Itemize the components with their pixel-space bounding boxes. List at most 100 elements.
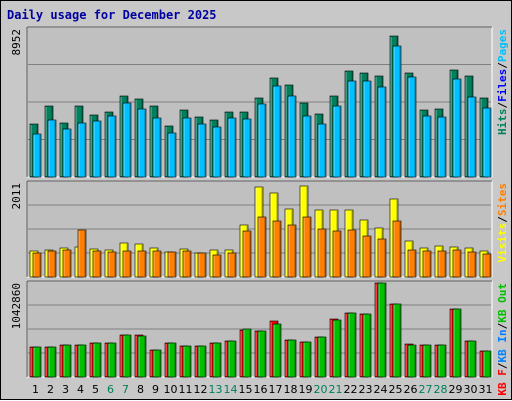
bar-sites-day-25	[392, 220, 402, 278]
bar-sites-day-18	[287, 224, 297, 278]
bar-pages-day-19	[302, 115, 312, 178]
bar-pages-day-30	[467, 96, 477, 178]
bar-sites-day-2	[47, 250, 57, 278]
bar-sites-day-26	[407, 249, 417, 278]
bar-pages-day-28	[437, 116, 447, 178]
legend-entry: Hits	[496, 109, 509, 136]
day-label: 3	[62, 383, 69, 396]
bar-sites-day-1	[32, 252, 42, 278]
bar-kb-out-day-20	[317, 336, 327, 378]
day-label: 25	[389, 383, 403, 396]
bar-sites-day-17	[272, 220, 282, 278]
bar-sites-day-28	[437, 250, 447, 278]
legend-entry: /	[496, 216, 509, 223]
legend-entry: KB Out	[496, 283, 509, 323]
bar-sites-day-23	[362, 235, 372, 278]
bar-kb-out-day-22	[347, 312, 357, 378]
day-label: 1	[32, 383, 39, 396]
day-label: 15	[239, 383, 253, 396]
day-label: 14	[224, 383, 238, 396]
day-label: 21	[329, 383, 343, 396]
bar-kb-out-day-7	[122, 334, 132, 378]
bar-sites-day-31	[482, 253, 492, 278]
day-label: 12	[194, 383, 208, 396]
bar-kb-out-day-26	[407, 344, 417, 378]
bar-kb-out-day-21	[332, 319, 342, 378]
bar-sites-day-6	[107, 251, 117, 278]
day-label: 26	[404, 383, 418, 396]
bar-pages-day-27	[422, 115, 432, 178]
day-label: 7	[122, 383, 129, 396]
bar-sites-day-5	[92, 250, 102, 278]
bar-kb-out-day-8	[137, 335, 147, 378]
day-label: 10	[164, 383, 178, 396]
bar-sites-day-16	[257, 216, 267, 278]
bar-pages-day-23	[362, 80, 372, 178]
bar-kb-out-day-6	[107, 342, 117, 378]
bar-kb-out-day-24	[377, 282, 387, 378]
bar-kb-out-day-4	[77, 344, 87, 378]
bar-sites-day-20	[317, 228, 327, 278]
bar-sites-day-9	[152, 250, 162, 278]
bar-kb-out-day-23	[362, 313, 372, 378]
bar-sites-day-13	[212, 254, 222, 278]
bar-pages-day-12	[197, 123, 207, 178]
bar-kb-out-day-3	[62, 344, 72, 378]
bar-pages-day-21	[332, 105, 342, 178]
day-label: 4	[77, 383, 84, 396]
bar-kb-out-day-29	[452, 308, 462, 378]
legend-usage: Hits/Files/Pages	[496, 29, 509, 135]
bar-kb-out-day-14	[227, 340, 237, 378]
legend-entry: /	[496, 62, 509, 69]
bar-pages-day-10	[167, 132, 177, 178]
bar-pages-day-16	[257, 103, 267, 178]
day-label: 28	[434, 383, 448, 396]
bar-sites-day-10	[167, 251, 177, 278]
bar-pages-day-6	[107, 115, 117, 178]
bar-kb-out-day-16	[257, 330, 267, 378]
day-label: 11	[179, 383, 193, 396]
legend-entry: Pages	[496, 29, 509, 62]
bar-pages-day-25	[392, 45, 402, 178]
legend-entry: KB F	[496, 369, 509, 396]
bar-pages-day-24	[377, 86, 387, 178]
bar-pages-day-1	[32, 133, 42, 178]
day-label: 8	[137, 383, 144, 396]
chart-title: Daily usage for December 2025	[7, 8, 217, 22]
bar-pages-day-13	[212, 126, 222, 178]
bar-pages-day-17	[272, 85, 282, 178]
legend-entry: /	[496, 102, 509, 109]
bar-pages-day-15	[242, 118, 252, 178]
bar-pages-day-11	[182, 117, 192, 178]
day-labels: 1 2 3 4 5 6 7 8 9 10 11 12 13 14 15 16 17 18 19 20 21 22 23 24 2…	[32, 383, 493, 396]
bar-pages-day-20	[317, 123, 327, 178]
legend-entry: /	[496, 322, 509, 329]
bar-kb-out-day-17	[272, 323, 282, 378]
day-label: 22	[344, 383, 358, 396]
bar-pages-day-31	[482, 107, 492, 178]
ymax-label-usage: 8952	[10, 29, 23, 56]
ymax-label-kbytes: 1042860	[10, 283, 23, 329]
chart-panels: 8952Hits/Files/Pages2011Visits/Sites1042…	[10, 26, 509, 396]
bar-sites-day-12	[197, 252, 207, 278]
bar-pages-day-14	[227, 117, 237, 178]
bar-kb-out-day-10	[167, 342, 177, 378]
bar-pages-day-18	[287, 95, 297, 178]
bar-kb-out-day-2	[47, 346, 57, 378]
bar-pages-day-8	[137, 108, 147, 178]
bar-pages-day-5	[92, 120, 102, 178]
bar-sites-day-4	[77, 229, 87, 278]
bar-sites-day-29	[452, 249, 462, 278]
bar-pages-day-3	[62, 128, 72, 178]
day-label: 13	[209, 383, 223, 396]
bar-sites-day-27	[422, 250, 432, 278]
bar-pages-day-2	[47, 119, 57, 178]
bar-sites-day-3	[62, 249, 72, 278]
bar-sites-day-7	[122, 250, 132, 278]
day-label: 16	[254, 383, 268, 396]
bar-sites-day-14	[227, 252, 237, 278]
bar-kb-out-day-25	[392, 303, 402, 378]
bar-pages-day-26	[407, 76, 417, 178]
